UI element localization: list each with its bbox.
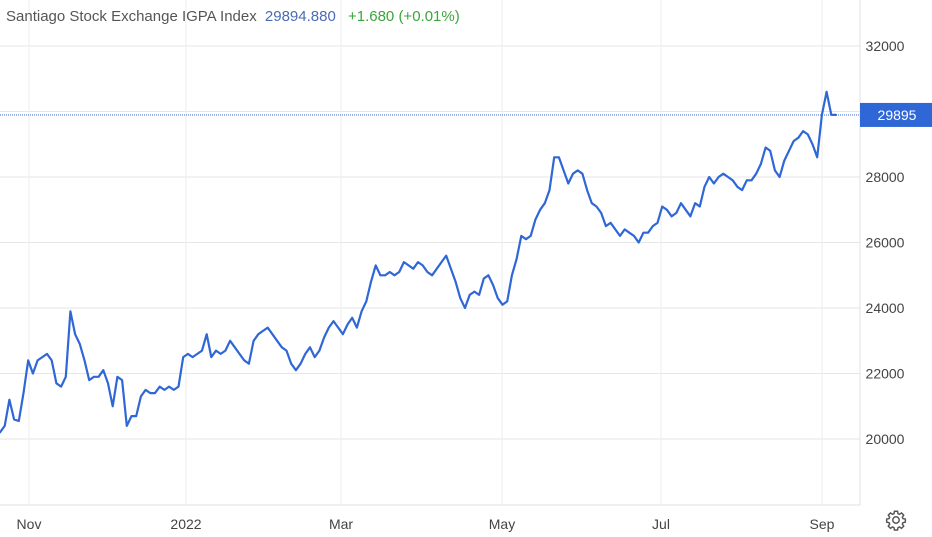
change-value: +1.680 xyxy=(347,8,395,25)
x-tick-label: May xyxy=(489,516,515,532)
x-tick-label: Sep xyxy=(810,516,835,532)
index-change: +1.680 (+0.01%) xyxy=(348,8,460,25)
index-price: 29894.880 xyxy=(264,8,336,25)
index-title: Santiago Stock Exchange IGPA Index xyxy=(6,8,257,25)
x-tick-label: Nov xyxy=(17,516,42,532)
y-axis-ticks: 20000 22000 24000 26000 28000 32000 xyxy=(866,38,905,447)
y-tick-label: 28000 xyxy=(866,169,905,185)
y-tick-label: 24000 xyxy=(866,300,905,316)
x-tick-label: Mar xyxy=(329,516,353,532)
y-tick-label: 22000 xyxy=(866,366,905,382)
price-tag-value: 29895 xyxy=(878,107,917,123)
price-tag: 29895 xyxy=(860,102,932,127)
y-tick-label: 26000 xyxy=(866,235,905,251)
x-axis-ticks: Nov 2022 Mar May Jul Sep xyxy=(17,516,835,532)
x-tick-label: 2022 xyxy=(170,516,201,532)
chart-header: Santiago Stock Exchange IGPA Index 29894… xyxy=(6,8,460,25)
gear-icon-glyph xyxy=(885,510,907,531)
y-tick-label: 32000 xyxy=(866,38,905,54)
price-tag-box xyxy=(860,102,932,127)
grid-lines xyxy=(0,0,861,506)
y-tick-label: 20000 xyxy=(866,431,905,447)
series-line xyxy=(0,90,838,434)
x-tick-label: Jul xyxy=(652,516,670,532)
gear-icon[interactable] xyxy=(885,509,907,531)
change-percent: (+0.01%) xyxy=(398,8,460,25)
